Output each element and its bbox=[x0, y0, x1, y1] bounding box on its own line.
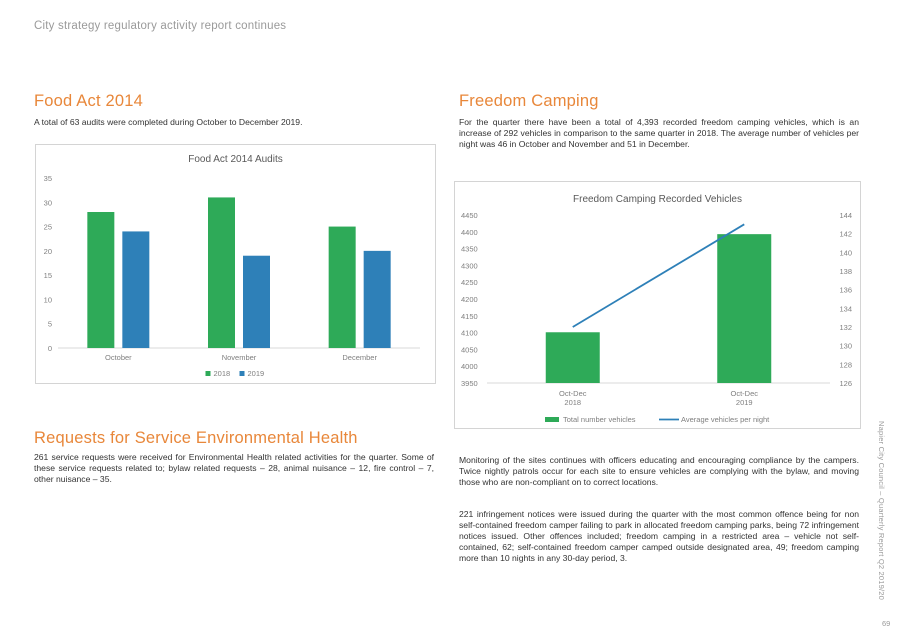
page-header: City strategy regulatory activity report… bbox=[34, 20, 287, 32]
x-tick-label: October bbox=[105, 353, 132, 362]
y-right-tick-label: 142 bbox=[839, 230, 852, 239]
y-right-tick-label: 140 bbox=[839, 248, 852, 257]
y-tick-label: 5 bbox=[48, 320, 52, 329]
x-tick-label: 2018 bbox=[564, 398, 581, 407]
legend-swatch-total bbox=[545, 417, 559, 422]
legend-swatch-2019 bbox=[239, 371, 245, 376]
bar-2018-december bbox=[328, 226, 356, 348]
x-tick-label: Oct-Dec bbox=[559, 389, 587, 398]
freedom-camping-text: For the quarter there have been a total … bbox=[459, 117, 859, 149]
x-tick-label: 2019 bbox=[736, 398, 753, 407]
y-left-tick-label: 4100 bbox=[461, 329, 478, 338]
requests-heading: Requests for Service Environmental Healt… bbox=[34, 429, 358, 447]
y-tick-label: 30 bbox=[44, 198, 52, 207]
x-tick-label: December bbox=[342, 353, 377, 362]
page-number: 69 bbox=[882, 619, 891, 628]
legend-label: Average vehicles per night bbox=[681, 415, 770, 424]
y-left-tick-label: 4050 bbox=[461, 345, 478, 354]
food-act-heading: Food Act 2014 bbox=[34, 92, 144, 110]
bar-total-vehicles-0 bbox=[545, 332, 600, 383]
y-right-tick-label: 132 bbox=[839, 323, 852, 332]
requests-text: 261 service requests were received for E… bbox=[34, 452, 434, 484]
bar-2019-november bbox=[243, 255, 270, 348]
y-left-tick-label: 3950 bbox=[461, 379, 478, 388]
sidebar-text: Napier City Council – Quarterly Report Q… bbox=[877, 421, 886, 601]
freedom-camping-svg: Freedom Camping Recorded Vehicles 3950 400… bbox=[461, 194, 852, 424]
y-right-tick-label: 138 bbox=[839, 267, 852, 276]
y-right-tick-label: 136 bbox=[839, 286, 852, 295]
sidebar-report-label: Napier City Council – Quarterly Report Q… bbox=[876, 421, 896, 604]
bar-total-vehicles-1 bbox=[717, 234, 772, 383]
y-left-tick-label: 4450 bbox=[461, 211, 478, 220]
legend-label: 2018 bbox=[214, 369, 231, 378]
y-left-tick-label: 4400 bbox=[461, 228, 478, 237]
chart-title: Food Act 2014 Audits bbox=[188, 154, 283, 165]
y-tick-label: 15 bbox=[44, 271, 52, 280]
legend-label: 2019 bbox=[248, 369, 265, 378]
y-tick-label: 35 bbox=[44, 174, 52, 183]
y-tick-label: 20 bbox=[44, 247, 52, 256]
chart-title: Freedom Camping Recorded Vehicles bbox=[573, 194, 742, 205]
y-right-tick-label: 144 bbox=[839, 211, 852, 220]
y-left-tick-label: 4250 bbox=[461, 278, 478, 287]
freedom-camping-chart: Freedom Camping Recorded Vehicles 3950 400… bbox=[454, 181, 861, 429]
legend-swatch-2018 bbox=[205, 371, 211, 376]
y-tick-label: 0 bbox=[48, 344, 52, 353]
y-left-tick-label: 4200 bbox=[461, 295, 478, 304]
freedom-camping-heading: Freedom Camping bbox=[459, 92, 599, 110]
legend-label: Total number vehicles bbox=[563, 415, 636, 424]
y-tick-label: 25 bbox=[44, 223, 52, 232]
food-act-audits-svg: Food Act 2014 Audits 0 5 10 15 20 25 30 35 Octobe… bbox=[44, 154, 420, 378]
y-tick-label: 10 bbox=[44, 295, 52, 304]
y-right-tick-label: 134 bbox=[839, 304, 852, 313]
y-left-tick-label: 4150 bbox=[461, 312, 478, 321]
food-act-text: A total of 63 audits were completed duri… bbox=[34, 117, 303, 127]
x-tick-label: Oct-Dec bbox=[730, 389, 758, 398]
y-left-tick-label: 4000 bbox=[461, 362, 478, 371]
monitoring-text: Monitoring of the sites continues with o… bbox=[459, 455, 859, 487]
bar-2019-october bbox=[122, 231, 150, 348]
x-tick-label: November bbox=[222, 353, 257, 362]
y-left-tick-label: 4350 bbox=[461, 245, 478, 254]
food-act-audits-chart: Food Act 2014 Audits 0 5 10 15 20 25 30 35 Octobe… bbox=[35, 144, 436, 384]
y-right-tick-label: 130 bbox=[839, 342, 852, 351]
infringement-text: 221 infringement notices were issued dur… bbox=[459, 509, 859, 563]
line-average-vehicles bbox=[572, 223, 745, 328]
bar-2018-november bbox=[208, 197, 235, 348]
y-right-tick-label: 128 bbox=[839, 360, 852, 369]
bar-2019-december bbox=[363, 250, 391, 348]
y-right-tick-label: 126 bbox=[839, 379, 852, 388]
bar-2018-october bbox=[87, 212, 115, 348]
y-left-tick-label: 4300 bbox=[461, 261, 478, 270]
